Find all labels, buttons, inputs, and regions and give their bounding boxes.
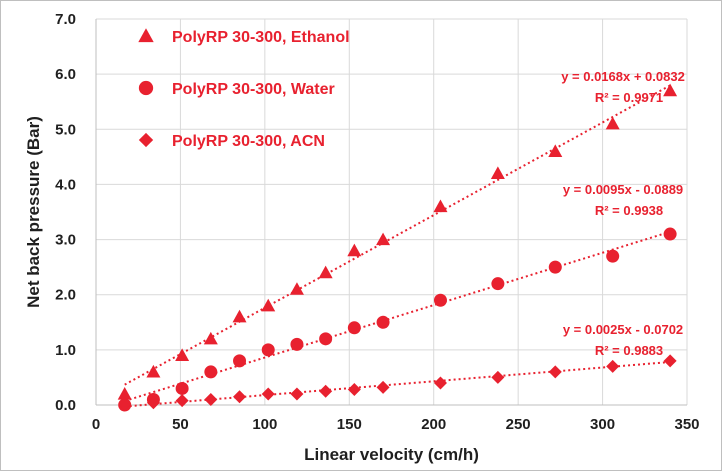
y-tick-label: 1.0 bbox=[55, 342, 76, 359]
x-axis-title: Linear velocity (cm/h) bbox=[304, 445, 479, 464]
data-point-triangle bbox=[490, 166, 505, 179]
trendline-equation: y = 0.0168x + 0.0832 bbox=[561, 69, 685, 84]
data-point-circle bbox=[433, 293, 447, 307]
data-point-triangle bbox=[203, 331, 218, 345]
data-point-circle bbox=[376, 315, 390, 329]
y-axis-title: Net back pressure (Bar) bbox=[24, 116, 43, 308]
trendline-equation: y = 0.0095x - 0.0889 bbox=[563, 182, 683, 197]
data-point-triangle bbox=[663, 83, 678, 97]
x-tick-label: 100 bbox=[252, 416, 277, 433]
legend-marker-diamond bbox=[138, 132, 154, 148]
x-tick-label: 300 bbox=[590, 416, 615, 433]
data-point-triangle bbox=[232, 309, 247, 323]
data-point-triangle bbox=[117, 386, 132, 400]
data-point-circle bbox=[290, 337, 304, 351]
data-point-diamond bbox=[233, 390, 247, 404]
data-point-circle bbox=[548, 260, 562, 274]
data-point-diamond bbox=[491, 370, 505, 384]
y-tick-label: 6.0 bbox=[55, 66, 76, 83]
data-point-diamond bbox=[118, 397, 132, 411]
y-tick-label: 2.0 bbox=[55, 287, 76, 304]
y-tick-label: 0.0 bbox=[55, 397, 76, 414]
data-point-diamond bbox=[175, 394, 189, 408]
y-tick-label: 4.0 bbox=[55, 176, 76, 193]
data-point-triangle bbox=[605, 116, 620, 130]
data-point-circle bbox=[663, 227, 677, 241]
legend-label: PolyRP 30-300, Water bbox=[172, 81, 335, 98]
data-point-diamond bbox=[319, 384, 333, 398]
data-point-circle bbox=[319, 332, 333, 346]
x-tick-label: 150 bbox=[337, 416, 362, 433]
data-point-diamond bbox=[433, 376, 447, 390]
data-point-triangle bbox=[347, 243, 362, 257]
data-point-circle bbox=[261, 343, 275, 357]
trendline bbox=[124, 84, 671, 386]
data-point-circle bbox=[175, 381, 189, 395]
legend-marker-triangle bbox=[138, 28, 154, 43]
data-point-triangle bbox=[146, 364, 161, 378]
data-point-triangle bbox=[175, 348, 190, 361]
y-tick-label: 3.0 bbox=[55, 232, 76, 249]
data-point-circle bbox=[491, 277, 505, 291]
data-point-circle bbox=[233, 354, 247, 368]
data-point-diamond bbox=[146, 396, 160, 410]
data-point-triangle bbox=[548, 144, 563, 157]
data-point-triangle bbox=[433, 199, 448, 213]
trendline-equation: y = 0.0025x - 0.0702 bbox=[563, 322, 683, 337]
y-tick-label: 5.0 bbox=[55, 121, 76, 138]
trendline-r2: R² = 0.9883 bbox=[595, 343, 663, 358]
legend-label: PolyRP 30-300, ACN bbox=[172, 133, 325, 150]
data-point-diamond bbox=[606, 359, 620, 373]
data-point-triangle bbox=[376, 232, 391, 246]
data-point-circle bbox=[204, 365, 218, 379]
x-tick-label: 200 bbox=[421, 416, 446, 433]
x-tick-label: 250 bbox=[506, 416, 531, 433]
data-point-triangle bbox=[318, 265, 333, 279]
data-point-triangle bbox=[261, 298, 276, 312]
legend-marker-circle bbox=[138, 80, 154, 96]
data-point-diamond bbox=[290, 387, 304, 401]
x-tick-label: 50 bbox=[172, 416, 189, 433]
trendline-r2: R² = 0.9971 bbox=[595, 90, 663, 105]
data-point-diamond bbox=[376, 380, 390, 394]
y-tick-label: 7.0 bbox=[55, 11, 76, 28]
trendline-r2: R² = 0.9938 bbox=[595, 203, 663, 218]
data-point-triangle bbox=[289, 282, 304, 295]
data-point-diamond bbox=[261, 387, 275, 401]
legend-label: PolyRP 30-300, Ethanol bbox=[172, 29, 350, 46]
x-tick-label: 350 bbox=[674, 416, 699, 433]
data-point-circle bbox=[606, 249, 620, 263]
x-tick-label: 0 bbox=[92, 416, 100, 433]
data-point-diamond bbox=[347, 383, 361, 397]
data-point-diamond bbox=[204, 392, 218, 406]
data-point-circle bbox=[347, 321, 361, 335]
data-point-diamond bbox=[548, 365, 562, 379]
data-point-diamond bbox=[663, 354, 677, 368]
